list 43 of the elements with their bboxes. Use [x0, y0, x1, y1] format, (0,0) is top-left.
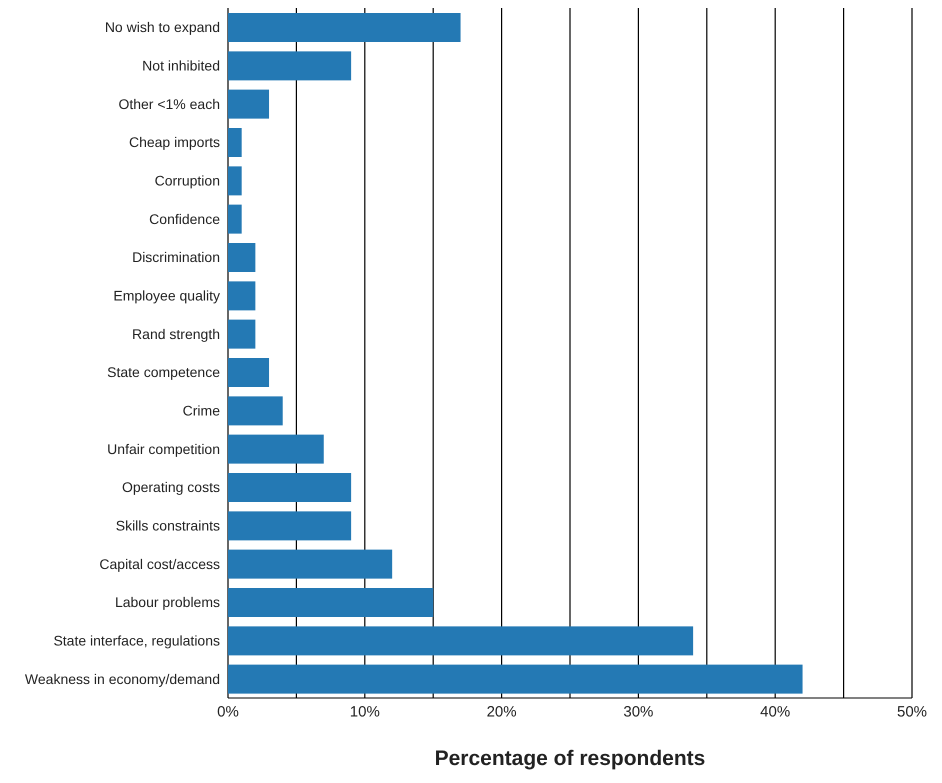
y-tick-label: Not inhibited — [142, 57, 220, 74]
bar — [228, 204, 242, 234]
y-tick-label: Crime — [182, 402, 220, 418]
bar — [228, 434, 324, 464]
bar — [228, 664, 803, 694]
y-tick-label: No wish to expand — [104, 19, 220, 36]
bar — [228, 550, 392, 579]
y-tick-label: State competence — [107, 364, 220, 380]
y-tick-label: Other <1% each — [118, 96, 220, 112]
bar — [228, 358, 270, 387]
bar — [228, 396, 283, 426]
y-tick-label: Capital cost/access — [99, 556, 220, 572]
x-tick-label: 30% — [623, 704, 654, 721]
bar — [228, 473, 352, 502]
bar — [228, 90, 270, 119]
y-tick-label: Skills constraints — [116, 517, 220, 534]
bar — [228, 243, 256, 272]
y-tick-label: Operating costs — [122, 479, 220, 496]
y-tick-label: Confidence — [149, 210, 220, 227]
bar — [228, 626, 694, 656]
x-tick-label: 20% — [486, 704, 517, 721]
bar — [228, 128, 242, 157]
bar — [228, 511, 352, 540]
y-tick-label: Weakness in economy/demand — [24, 670, 220, 687]
y-tick-label: Labour problems — [114, 594, 220, 610]
bar — [228, 13, 461, 42]
y-tick-label: Rand strength — [132, 326, 220, 342]
y-tick-label: Discrimination — [132, 249, 220, 266]
x-tick-label: 50% — [896, 704, 928, 721]
x-tick-label: 10% — [350, 704, 380, 721]
y-tick-label: Unfair competition — [107, 440, 220, 457]
y-tick-label: Employee quality — [113, 287, 220, 304]
y-tick-label: State interface, regulations — [53, 632, 220, 648]
x-tick-label: 40% — [760, 704, 790, 721]
x-tick-label: 0% — [217, 704, 239, 721]
bar — [228, 51, 352, 80]
bar — [228, 166, 242, 196]
x-axis-title: Percentage of respondents — [434, 747, 706, 770]
bar — [228, 588, 434, 617]
bar — [228, 320, 256, 349]
y-tick-label: Cheap imports — [128, 134, 220, 150]
y-tick-label: Corruption — [154, 172, 220, 188]
bar — [228, 281, 256, 310]
